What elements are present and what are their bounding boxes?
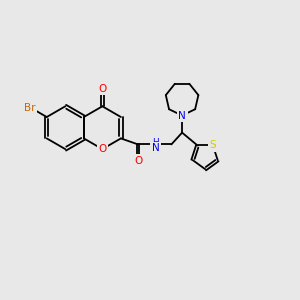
Text: O: O (98, 144, 106, 154)
Text: O: O (98, 84, 106, 94)
Text: Br: Br (23, 103, 35, 112)
Text: N: N (152, 143, 160, 153)
Text: N: N (178, 110, 186, 121)
Text: O: O (134, 156, 142, 166)
Text: S: S (210, 140, 216, 151)
Text: H: H (152, 138, 159, 147)
